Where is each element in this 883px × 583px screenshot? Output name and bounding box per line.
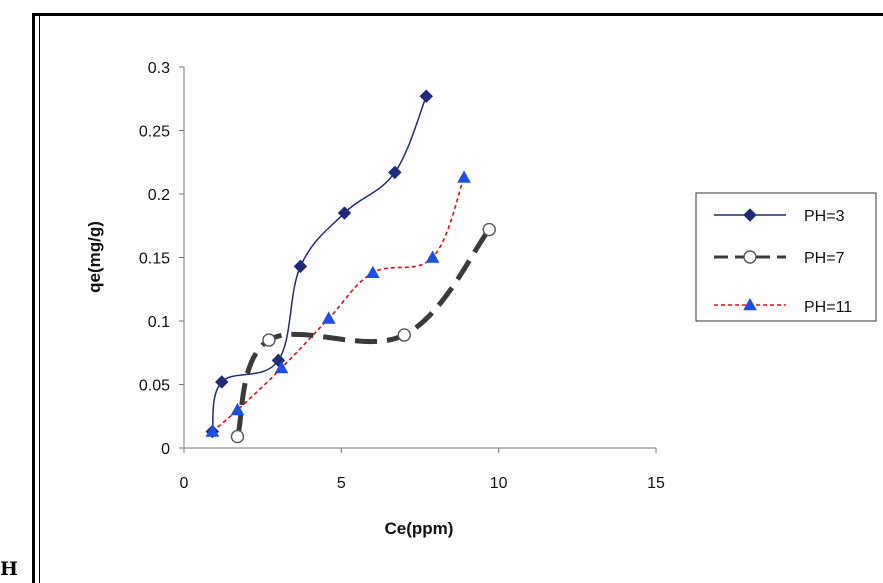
x-tick-label: 15 bbox=[647, 475, 665, 492]
point-marker bbox=[365, 265, 380, 279]
legend: PH=3 PH=7 PH=11 bbox=[695, 192, 877, 322]
axes: 0 5 10 15 0 0.05 0.1 0.15 0.2 0.25 0.3 bbox=[139, 60, 665, 492]
point-marker bbox=[215, 375, 229, 389]
y-tick-label: 0.15 bbox=[139, 251, 170, 268]
point-marker bbox=[274, 360, 289, 374]
y-tick-label: 0.1 bbox=[148, 314, 170, 331]
x-tick-label: 10 bbox=[490, 475, 508, 492]
y-axis-label: qe(mg/g) bbox=[85, 221, 104, 293]
y-tick-label: 0.25 bbox=[139, 124, 170, 141]
series-3 bbox=[205, 170, 471, 437]
y-tick-label: 0.3 bbox=[148, 60, 170, 77]
series-line bbox=[235, 227, 492, 438]
point-marker bbox=[293, 259, 308, 274]
point-marker bbox=[397, 328, 411, 342]
series-1 bbox=[205, 89, 434, 439]
series-line bbox=[211, 95, 427, 432]
legend-label: PH=7 bbox=[804, 250, 845, 267]
x-tick-label: 0 bbox=[180, 475, 189, 492]
side-letter: H bbox=[0, 558, 18, 580]
y-tick-label: 0.2 bbox=[148, 187, 170, 204]
point-marker bbox=[419, 89, 434, 103]
point-marker bbox=[230, 429, 245, 444]
point-marker bbox=[482, 222, 496, 237]
legend-label: PH=3 bbox=[804, 208, 845, 225]
point-marker bbox=[743, 250, 757, 264]
y-tick-label: 0 bbox=[161, 441, 170, 458]
point-marker bbox=[425, 250, 440, 263]
point-marker bbox=[388, 165, 402, 180]
x-axis-label: Ce(ppm) bbox=[385, 519, 454, 538]
point-marker bbox=[262, 333, 276, 347]
series-line bbox=[211, 177, 465, 433]
figure-frame bbox=[32, 13, 883, 583]
legend-label: PH=11 bbox=[804, 299, 852, 316]
x-tick-label: 5 bbox=[337, 475, 346, 492]
point-marker bbox=[321, 311, 336, 324]
point-marker bbox=[743, 297, 757, 311]
series-2 bbox=[230, 222, 496, 444]
point-marker bbox=[743, 208, 757, 222]
point-marker bbox=[230, 402, 245, 416]
point-marker bbox=[337, 206, 352, 220]
point-marker bbox=[457, 170, 471, 183]
y-tick-label: 0.05 bbox=[139, 378, 170, 395]
series-layer bbox=[205, 89, 496, 444]
point-marker bbox=[205, 424, 220, 437]
